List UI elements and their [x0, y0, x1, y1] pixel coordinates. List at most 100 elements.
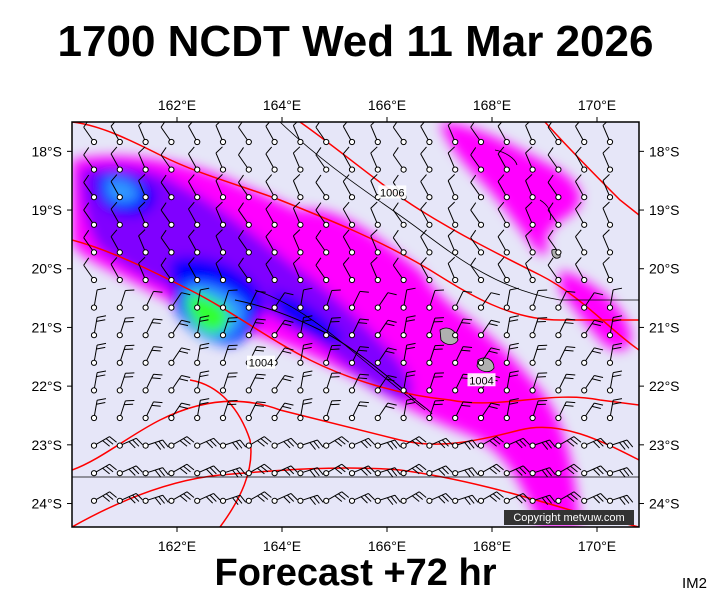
wind-barb	[292, 174, 304, 201]
wind-barb	[555, 290, 576, 311]
map-frame	[71, 121, 640, 528]
wind-barb	[575, 146, 588, 173]
wind-barb	[547, 174, 562, 201]
wind-barb	[447, 174, 459, 201]
lat-label-right: 24°S	[649, 496, 680, 512]
wind-barb	[426, 437, 453, 449]
wind-barb	[400, 491, 427, 504]
wind-barb	[219, 494, 247, 506]
wind-barb	[452, 346, 473, 366]
wind-barb	[374, 319, 397, 339]
rainfall-shading	[72, 122, 631, 527]
wind-barb	[400, 370, 416, 394]
wind-barb	[392, 257, 407, 284]
wind-barb	[452, 467, 479, 478]
wind-barb	[503, 287, 519, 311]
wind-barb	[342, 257, 356, 284]
wind-barb	[297, 342, 313, 366]
wind-barb	[215, 146, 227, 173]
wind-barb	[452, 318, 473, 339]
lat-label-right: 23°S	[649, 437, 680, 453]
wind-barb	[194, 398, 210, 422]
wind-barb	[555, 318, 576, 339]
wind-barb	[426, 399, 444, 422]
wind-barb	[581, 374, 604, 394]
wind-barb	[238, 229, 252, 256]
wind-barb	[315, 257, 330, 284]
wind-barb	[142, 290, 163, 311]
wind-barb	[245, 463, 272, 477]
wind-barb	[215, 201, 227, 228]
wind-barb	[116, 289, 135, 311]
wind-barb	[400, 436, 427, 449]
wind-barb	[323, 317, 341, 339]
wind-barb	[238, 174, 252, 201]
wind-barb	[497, 229, 510, 256]
wind-barb	[315, 229, 330, 256]
wind-barb	[215, 174, 227, 201]
wind-barb	[315, 122, 330, 146]
wind-barb	[400, 463, 427, 477]
wind-barb	[292, 229, 304, 256]
wind-barb	[138, 146, 149, 173]
wind-barb	[447, 256, 459, 284]
wind-barb	[392, 147, 407, 173]
wind-barb	[83, 147, 98, 173]
wind-barb	[245, 318, 266, 339]
wind-barb	[452, 290, 473, 311]
wind-barb	[90, 398, 107, 422]
wind-barb	[194, 437, 221, 449]
wind-barb	[348, 290, 369, 311]
wind-barb	[374, 467, 401, 478]
wind-barb	[116, 344, 135, 366]
wind-barb	[297, 398, 313, 422]
map-axes: 162°E 162°E 164°E 164°E 166°E 166°E 168°E 168°E…	[31, 97, 679, 554]
wind-barb	[581, 402, 604, 422]
wind-barb	[477, 491, 504, 504]
wind-barb	[219, 439, 247, 450]
wind-barb	[323, 399, 341, 422]
wind-barb	[265, 174, 278, 201]
wind-barb	[477, 436, 504, 449]
lat-label-left: 21°S	[31, 319, 62, 335]
isobar-label-bg	[467, 373, 496, 387]
wind-barb	[323, 289, 341, 311]
wind-barb	[116, 465, 143, 477]
wind-barb	[323, 491, 350, 504]
wind-barb	[342, 122, 356, 146]
wind-barb	[348, 493, 376, 504]
wind-barb	[110, 146, 123, 173]
wind-barb	[477, 347, 500, 366]
wind-barb	[555, 463, 582, 477]
lat-label-right: 21°S	[649, 319, 680, 335]
wind-barb	[374, 292, 397, 311]
wind-barb	[323, 344, 341, 366]
wind-barb	[470, 229, 485, 256]
wind-barb	[447, 146, 459, 173]
wind-barb	[297, 315, 313, 339]
wind-barb	[271, 319, 294, 339]
wind-barb	[83, 229, 98, 256]
wind-barb	[477, 402, 500, 422]
wind-barb	[90, 463, 117, 477]
wind-barb	[547, 122, 562, 146]
wind-barb	[83, 122, 98, 146]
wind-barb	[168, 436, 195, 449]
wind-barb	[477, 292, 500, 311]
wind-barbs	[83, 122, 634, 506]
wind-barb	[470, 202, 485, 228]
wind-barb	[194, 465, 221, 477]
wind-barb	[581, 347, 604, 366]
wind-barb	[348, 318, 369, 339]
lon-label-bottom: 164°E	[263, 538, 301, 554]
wind-barb	[426, 289, 444, 311]
wind-barb	[219, 344, 238, 366]
wind-barb	[160, 174, 175, 201]
wind-barb	[292, 146, 304, 173]
wind-barb	[168, 374, 191, 394]
lat-label-left: 18°S	[31, 143, 62, 159]
isobar-label: 1006	[380, 187, 404, 199]
wind-barb	[529, 439, 556, 450]
wind-barb	[420, 201, 433, 228]
wind-barb	[315, 174, 330, 201]
